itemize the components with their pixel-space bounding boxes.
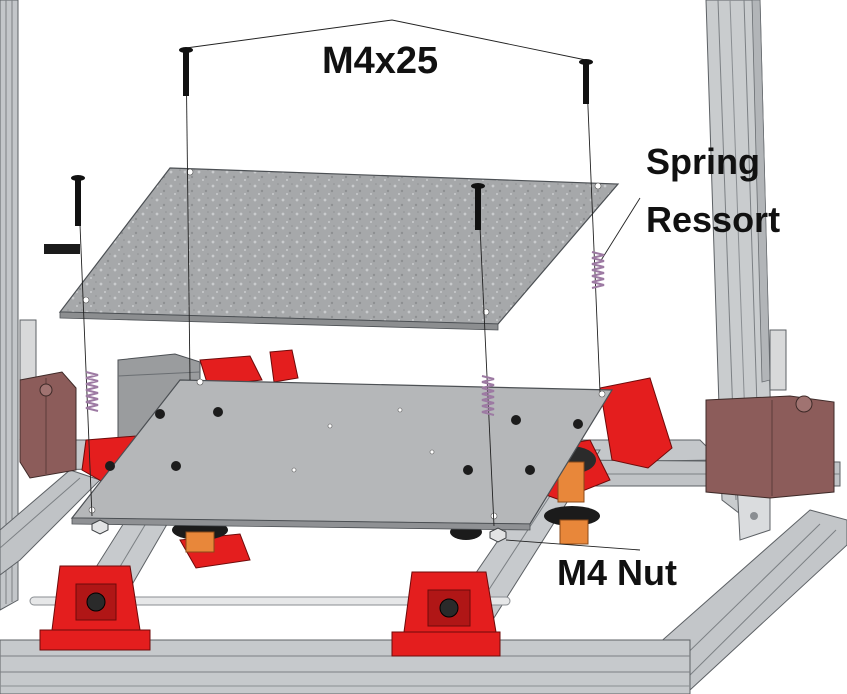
pillow-block-front-right	[391, 571, 501, 657]
z-motor-left	[19, 319, 77, 479]
carriage-plate	[70, 378, 614, 531]
m4-nuts	[91, 519, 507, 543]
screw-back-left	[179, 47, 193, 96]
print-bed-plate	[58, 167, 620, 331]
spring-back-right	[591, 251, 605, 289]
spring-front-right	[481, 375, 495, 416]
spring-front-left	[85, 371, 99, 412]
wheel-right-lower	[544, 506, 600, 545]
spring-leader	[599, 197, 641, 263]
ressort-label: Ressort	[646, 199, 781, 240]
screw-front-right	[471, 183, 485, 230]
m4-nut-label: M4 Nut	[557, 552, 677, 593]
assembly-guide-lines	[77, 19, 641, 551]
screw-front-left	[71, 175, 85, 226]
nut-leader	[505, 539, 641, 551]
m4x25-screws	[71, 47, 593, 230]
pillow-block-front-left	[39, 565, 151, 651]
springs	[85, 251, 605, 416]
spring-label: Spring	[646, 141, 760, 182]
z-motor-right	[705, 329, 835, 499]
left-vertical-extrusion	[0, 0, 19, 611]
front-smooth-rod	[29, 596, 511, 606]
screw-back-right	[579, 59, 593, 104]
carriage-bolts	[105, 407, 583, 475]
m4x25-label: M4x25	[322, 40, 439, 82]
left-side-extrusion	[0, 469, 101, 576]
left-guide-rod	[44, 244, 80, 254]
m4x25-leader	[185, 19, 587, 61]
